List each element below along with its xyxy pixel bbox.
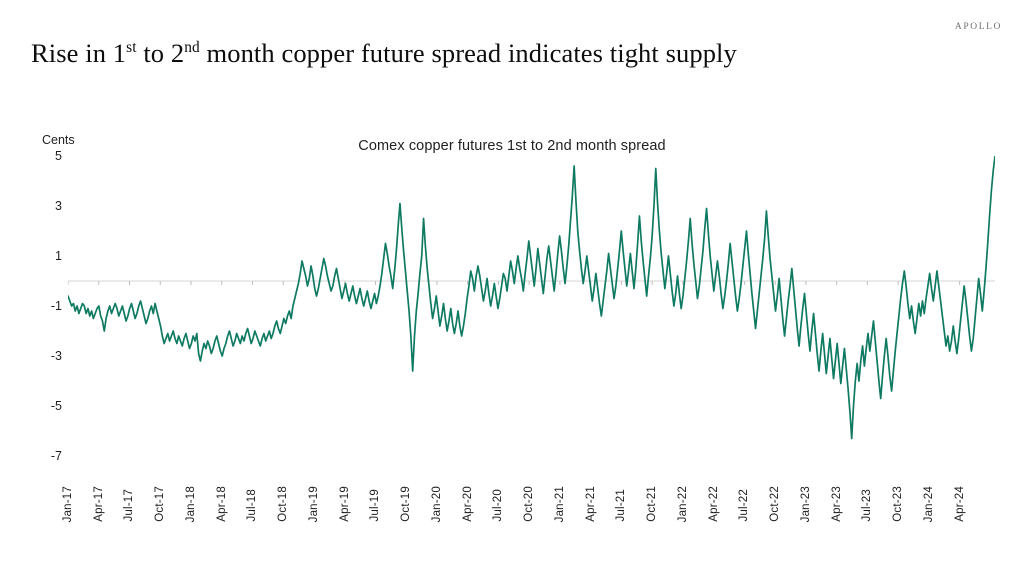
x-tick-label: Jul-23 [861,489,874,522]
x-tick-label: Apr-20 [461,486,474,522]
y-tick-label: -3 [50,349,62,363]
x-tick-label: Jan-22 [676,485,689,522]
slide-title-part-c: month copper future spread indicates tig… [199,38,737,68]
x-tick-label: Apr-21 [584,486,597,522]
x-tick-label: Jan-23 [799,485,812,522]
slide-title-sup-st: st [126,39,137,57]
x-tick-label: Jul-22 [738,489,751,522]
slide-title: Rise in 1st to 2nd month copper future s… [31,38,737,69]
apollo-logo: APOLLO [954,22,1002,32]
x-tick-label: Jan-17 [62,485,74,522]
x-tick-label: Jan-18 [184,485,197,522]
y-tick-label: 5 [55,149,62,163]
x-tick-label: Jan-19 [307,485,320,522]
slide-title-sup-nd: nd [184,39,200,57]
series-plot [68,156,995,440]
x-tick-label: Oct-20 [523,486,536,522]
x-tick-label: Apr-24 [953,486,966,522]
slide-title-part-b: to 2 [136,38,185,68]
chart-title: Comex copper futures 1st to 2nd month sp… [358,138,666,154]
copper-spread-line [68,156,995,440]
x-tick-label: Apr-23 [830,486,843,522]
x-tick-label: Oct-19 [400,486,413,522]
x-tick-label: Jul-20 [492,489,505,522]
x-tick-label: Oct-18 [277,486,290,522]
y-tick-label: 3 [55,199,62,213]
x-tick-label: Jan-21 [553,485,566,522]
x-tick-label: Apr-18 [215,486,228,522]
x-tick-label: Oct-17 [154,486,167,522]
x-tick-label: Jul-18 [246,489,259,522]
y-tick-label: -7 [50,449,62,463]
y-axis-ticks: 5 3 1 -1 -3 -5 -7 [14,149,62,463]
x-tick-label: Oct-23 [892,486,905,522]
x-tick-label: Jul-17 [123,489,136,522]
x-tick-label: Apr-17 [92,486,105,522]
x-tick-label: Jan-20 [430,485,443,522]
y-tick-label: -5 [50,399,62,413]
x-tick-label: Jan-24 [922,485,935,522]
y-tick-label: 1 [55,249,62,263]
x-tick-label: Apr-19 [338,486,351,522]
x-tick-label: Jul-19 [369,489,382,522]
x-tick-label: Apr-22 [707,486,720,522]
y-axis-unit-label: Cents [42,133,75,147]
slide-title-part-a: Rise in 1 [31,38,127,68]
x-tick-label: Oct-21 [646,486,659,522]
x-tick-label: Oct-22 [769,486,782,522]
y-tick-label: -1 [50,299,62,313]
x-tick-label: Jul-21 [615,489,628,522]
plot-region [68,156,995,456]
x-axis-ticks: Jan-17 Apr-17 Jul-17 Oct-17 Jan-18 Apr-18 Jul-… [62,460,995,522]
